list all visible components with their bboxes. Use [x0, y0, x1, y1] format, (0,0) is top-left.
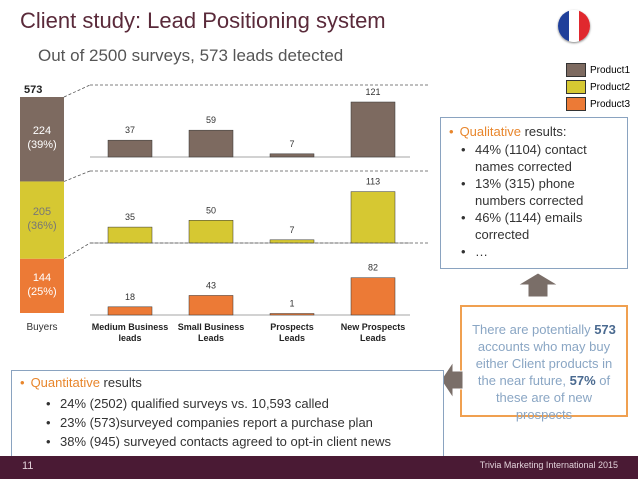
legend-swatch	[566, 97, 586, 111]
bar-product1	[350, 101, 396, 158]
bar-value-label: 1	[289, 299, 294, 309]
stacked-total-label: 573	[24, 84, 42, 96]
bar-value-label: 37	[125, 125, 135, 135]
segment-label: 144	[33, 272, 51, 284]
stacked-segment-product1	[20, 97, 64, 182]
france-flag-icon	[558, 10, 590, 42]
footer-bar: 11 Trivia Marketing International 2015	[0, 456, 638, 479]
connector-line	[63, 84, 91, 98]
callout-highlight: 573	[594, 322, 616, 337]
bar-value-label: 121	[365, 87, 380, 97]
category-label: Leads	[279, 333, 305, 343]
qualitative-title-rest: results:	[520, 124, 567, 139]
chart-legend: Product1 Product2 Product3	[566, 62, 630, 113]
legend-item-product3: Product3	[566, 96, 630, 112]
legend-label: Product1	[590, 64, 631, 76]
category-label: Leads	[360, 333, 386, 343]
bar-product2	[107, 226, 153, 244]
slide-title: Client study: Lead Positioning system	[20, 8, 386, 33]
bar-product1	[269, 153, 315, 158]
quantitative-title: • Quantitative results	[20, 375, 435, 390]
list-item: …	[461, 243, 619, 260]
legend-item-product1: Product1	[566, 62, 630, 78]
bullet-icon: •	[449, 124, 454, 139]
legend-label: Product2	[590, 81, 631, 93]
category-label: New Prospects	[341, 322, 406, 332]
stacked-segment-product3	[20, 258, 64, 313]
callout-text: accounts who may buy either Client produ…	[475, 339, 613, 388]
list-item: 23% (573)surveyed companies report a pur…	[46, 413, 435, 432]
list-item: 13% (315) phone numbers corrected	[461, 175, 619, 209]
footer-text: Trivia Marketing International 2015	[479, 460, 618, 470]
legend-label: Product3	[590, 98, 631, 110]
qualitative-results-box: • Qualitative results: 44% (1104) contact…	[440, 117, 628, 269]
bar-product3	[107, 306, 153, 316]
category-label: Leads	[198, 333, 224, 343]
category-label: Prospects	[270, 322, 314, 332]
buyers-axis-label: Buyers	[26, 322, 57, 333]
slide-subtitle: Out of 2500 surveys, 573 leads detected	[38, 46, 344, 65]
legend-item-product2: Product2	[566, 79, 630, 95]
bar-value-label: 7	[289, 225, 294, 235]
connector-line	[63, 242, 91, 260]
bar-value-label: 35	[125, 212, 135, 222]
qualitative-title: • Qualitative results:	[449, 124, 619, 139]
legend-swatch	[566, 80, 586, 94]
bar-value-label: 82	[368, 263, 378, 273]
bar-value-label: 7	[289, 139, 294, 149]
page-number: 11	[22, 460, 34, 472]
bar-product3	[188, 295, 234, 316]
connector-line	[63, 170, 91, 182]
qualitative-list: 44% (1104) contact names corrected 13% (…	[449, 141, 619, 260]
bar-value-label: 18	[125, 292, 135, 302]
bar-value-label: 43	[206, 280, 216, 290]
segment-label: (25%)	[27, 286, 56, 298]
callout-text: There are potentially	[472, 322, 595, 337]
qualitative-title-accent: Qualitative	[459, 124, 521, 139]
segment-label: 205	[33, 206, 51, 218]
bar-value-label: 113	[366, 177, 380, 187]
bar-product3	[269, 313, 315, 316]
bullet-icon: •	[20, 375, 25, 390]
arrow-up-icon	[517, 272, 559, 298]
bar-product2	[350, 191, 396, 244]
legend-swatch	[566, 63, 586, 77]
list-item: 44% (1104) contact names corrected	[461, 141, 619, 175]
stacked-segment-product2	[20, 181, 64, 259]
arrow-left-icon	[440, 360, 464, 400]
quantitative-list: 24% (2502) qualified surveys vs. 10,593 …	[20, 394, 435, 451]
bar-product1	[107, 139, 153, 158]
segment-label: 224	[33, 125, 51, 137]
category-label: Medium Business	[92, 322, 169, 332]
callout-box: There are potentially 573 accounts who m…	[460, 305, 628, 422]
bar-product1	[188, 129, 234, 158]
bar-product2	[269, 239, 315, 244]
bar-product3	[350, 277, 396, 316]
category-label: leads	[118, 333, 141, 343]
list-item: 46% (1144) emails corrected	[461, 209, 619, 243]
bar-value-label: 59	[206, 115, 216, 125]
segment-label: (36%)	[27, 220, 56, 232]
quantitative-title-rest: results	[99, 375, 142, 390]
list-item: 24% (2502) qualified surveys vs. 10,593 …	[46, 394, 435, 413]
bar-product2	[188, 220, 234, 244]
quantitative-title-accent: Quantitative	[30, 375, 100, 390]
bar-value-label: 50	[206, 205, 216, 215]
list-item: 38% (945) surveyed contacts agreed to op…	[46, 432, 435, 451]
category-label: Small Business	[178, 322, 245, 332]
callout-highlight: 57%	[569, 373, 596, 388]
callout-text: of these are of new prospects	[495, 373, 611, 422]
segment-label: (39%)	[27, 139, 56, 151]
